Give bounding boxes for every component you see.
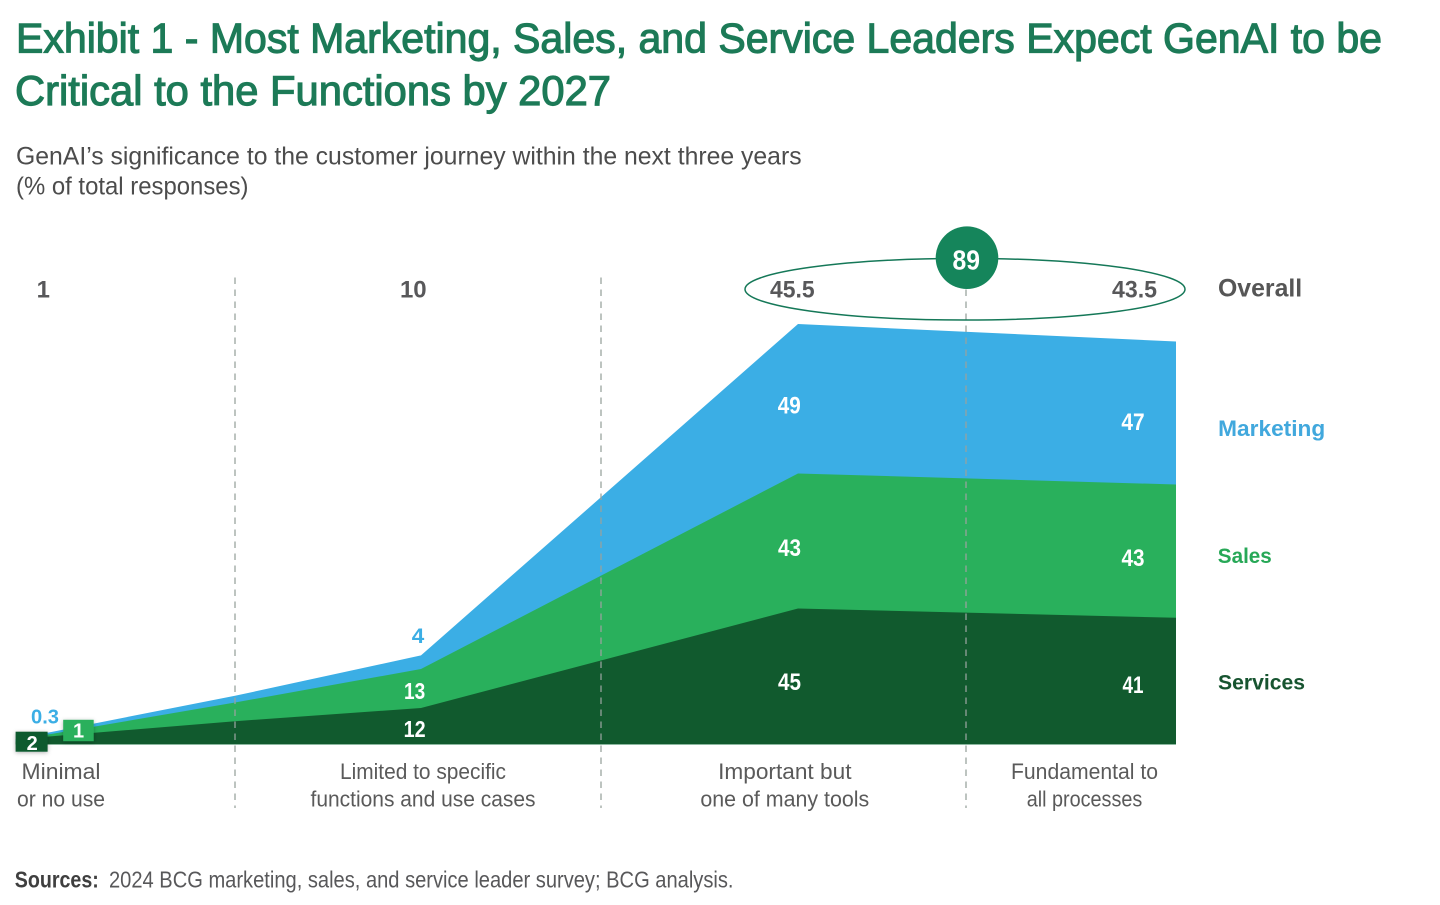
svg-text:49: 49	[778, 393, 801, 420]
svg-text:Fundamental to: Fundamental to	[1011, 759, 1158, 784]
svg-text:10: 10	[400, 276, 427, 303]
svg-text:Sources:: Sources:	[15, 867, 99, 893]
svg-text:43: 43	[1122, 545, 1145, 572]
svg-text:Sales: Sales	[1218, 545, 1272, 568]
svg-text:89: 89	[953, 245, 981, 276]
svg-text:Services: Services	[1218, 671, 1305, 694]
svg-text:45.5: 45.5	[770, 276, 815, 303]
svg-text:Minimal: Minimal	[22, 759, 101, 784]
svg-text:2: 2	[27, 733, 38, 755]
svg-text:(% of total responses): (% of total responses)	[16, 172, 249, 200]
svg-text:45: 45	[778, 669, 801, 696]
svg-text:Important but: Important but	[718, 759, 851, 784]
svg-text:43: 43	[778, 535, 801, 562]
svg-text:41: 41	[1123, 672, 1144, 699]
svg-text:Exhibit 1 - Most Marketing, Sa: Exhibit 1 - Most Marketing, Sales, and S…	[16, 15, 1382, 62]
svg-text:Marketing: Marketing	[1218, 416, 1325, 441]
svg-text:functions and use cases: functions and use cases	[311, 786, 536, 811]
svg-text:Critical to the Functions by 2: Critical to the Functions by 2027	[15, 67, 611, 114]
svg-text:47: 47	[1121, 409, 1144, 436]
svg-text:4: 4	[412, 625, 425, 648]
svg-text:Overall: Overall	[1218, 275, 1302, 303]
svg-text:1: 1	[37, 276, 50, 303]
svg-text:1: 1	[73, 720, 84, 742]
svg-text:13: 13	[404, 678, 425, 704]
svg-text:0.3: 0.3	[31, 706, 59, 728]
svg-text:or no use: or no use	[17, 786, 105, 811]
svg-text:43.5: 43.5	[1112, 276, 1157, 303]
svg-text:Limited to specific: Limited to specific	[340, 759, 506, 784]
svg-text:all processes: all processes	[1027, 786, 1143, 811]
svg-text:one of many tools: one of many tools	[700, 786, 869, 811]
svg-text:2024 BCG marketing, sales, and: 2024 BCG marketing, sales, and service l…	[109, 867, 734, 893]
svg-text:GenAI’s significance to the cu: GenAI’s significance to the customer jou…	[16, 142, 802, 170]
svg-text:12: 12	[404, 716, 426, 742]
